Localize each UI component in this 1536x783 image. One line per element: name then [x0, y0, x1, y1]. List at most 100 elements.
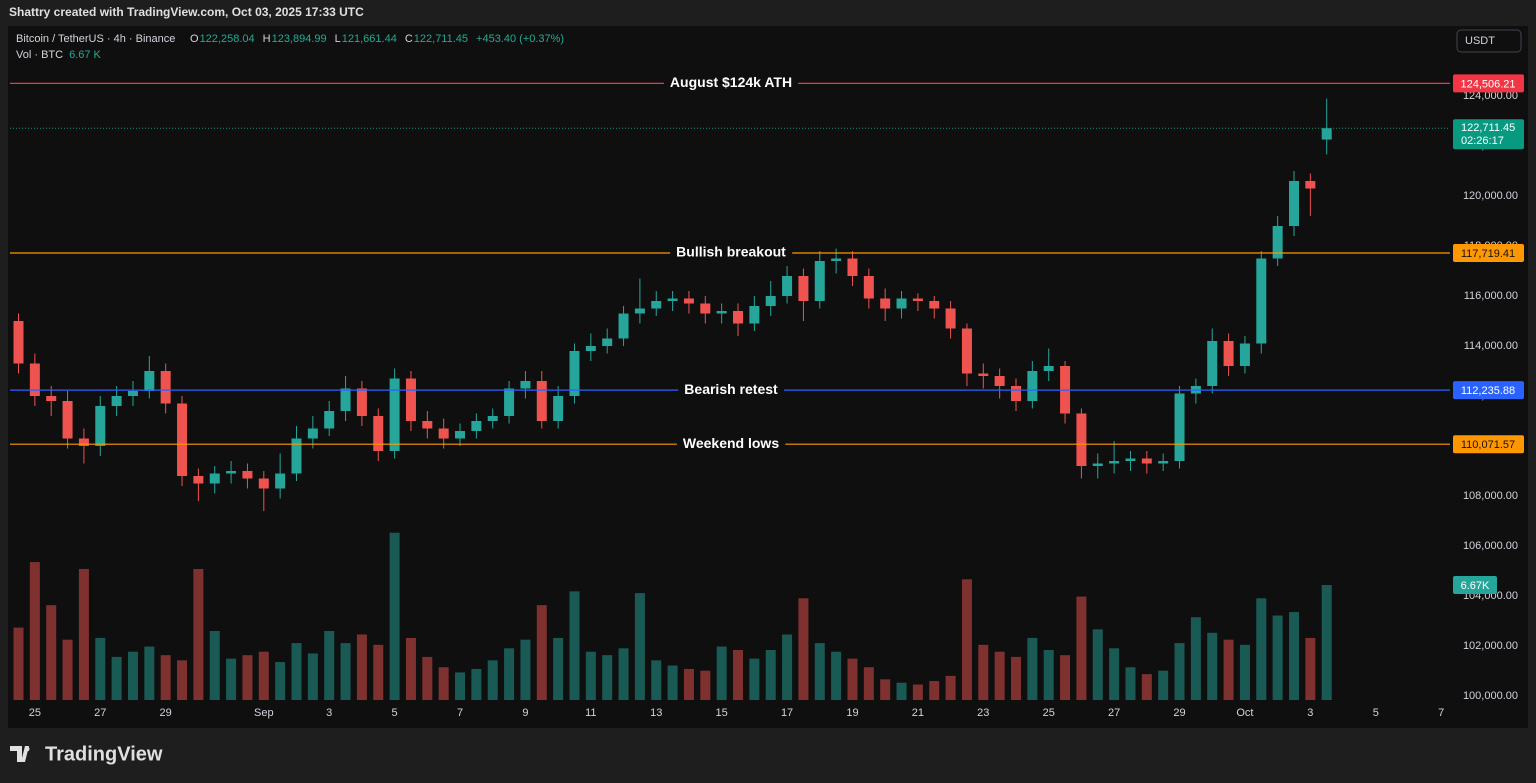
volume-bar [160, 655, 171, 700]
volume-bar [847, 658, 858, 700]
volume-bar [978, 644, 989, 700]
volume-bar [618, 648, 629, 700]
volume-bar [880, 679, 891, 700]
level-label-bg [676, 434, 786, 451]
ohlc-value: 123,894.99 [272, 33, 327, 45]
candle-body [536, 381, 547, 421]
candle-body [553, 396, 564, 421]
candle-body [487, 416, 498, 421]
volume-bar [1141, 674, 1152, 700]
volume-bar [340, 643, 351, 700]
legend-volume: Vol · BTC 6.67 K [16, 49, 102, 61]
ohlc-value: 122,711.45 [414, 33, 468, 45]
y-tick-label: 120,000.00 [1463, 190, 1518, 202]
volume-tag [1453, 576, 1497, 594]
price-tag [1453, 381, 1524, 400]
price-tag-label: 112,235.88 [1461, 385, 1515, 397]
candle-body [160, 371, 171, 404]
volume-bar [536, 605, 547, 700]
volume-bar [765, 650, 776, 700]
volume-value: 6.67 K [69, 49, 101, 61]
x-tick-label: 7 [457, 707, 463, 719]
candle-body [798, 276, 809, 301]
candle-body [226, 471, 237, 474]
candle-body [831, 258, 842, 261]
x-tick-label: 17 [781, 707, 793, 719]
candle-body [912, 298, 923, 301]
level-label: August $124k ATH [670, 74, 792, 90]
candle-body [634, 308, 645, 314]
candle-body [111, 396, 122, 406]
volume-bar [307, 653, 318, 700]
volume-bar [1223, 639, 1234, 700]
legend-symbol: Bitcoin / TetherUS · 4h · Binance [16, 33, 175, 45]
x-tick-label: Sep [254, 707, 274, 719]
candle-body [258, 478, 269, 489]
volume-bar [961, 579, 972, 700]
volume-bar [1321, 585, 1332, 700]
y-tick-label: 106,000.00 [1463, 540, 1518, 552]
candle-body [144, 371, 155, 391]
y-tick-label: 114,000.00 [1464, 340, 1518, 352]
candle-body [749, 306, 760, 324]
x-tick-label: 19 [846, 707, 858, 719]
currency-button[interactable] [1456, 29, 1522, 53]
legend-ohlc: O122,258.04 H123,894.99 L121,661.44 C122,71… [190, 33, 564, 45]
ohlc-value: 122,258.04 [200, 33, 255, 45]
candle-body [782, 276, 793, 296]
ohlc-key: O [190, 33, 199, 45]
x-tick-label: 5 [392, 707, 398, 719]
volume-bar [471, 668, 482, 700]
volume-bar [1288, 612, 1299, 700]
candle-body [13, 321, 24, 364]
volume-bar [46, 605, 57, 700]
candle-body [405, 378, 416, 421]
price-tag [1453, 435, 1524, 454]
ohlc-key: L [335, 33, 341, 45]
candle-body [651, 301, 662, 309]
x-tick-label: 15 [716, 707, 728, 719]
volume-bar [1043, 650, 1054, 700]
candle-body [1043, 366, 1054, 371]
volume-bar [1190, 617, 1201, 700]
volume-bar [994, 651, 1005, 700]
watermark: Shattry created with TradingView.com, Oc… [9, 5, 364, 19]
candle-body [1158, 461, 1169, 464]
ohlc-key: C [405, 33, 413, 45]
logo-icon [10, 746, 29, 762]
x-tick-label: 3 [1307, 707, 1313, 719]
currency-label[interactable]: USDT [1465, 35, 1495, 47]
volume-bar [405, 637, 416, 700]
volume-bar [62, 639, 73, 700]
volume-bar [111, 656, 122, 700]
ohlc-value: 121,661.44 [342, 33, 397, 45]
candle-body [1125, 458, 1136, 461]
volume-bar [831, 651, 842, 700]
candle-body [177, 403, 188, 476]
volume-bar [929, 681, 940, 700]
candle-body [455, 431, 466, 439]
candle-body [307, 428, 318, 439]
change: +453.40 (+0.37%) [476, 33, 564, 45]
x-tick-label: 21 [912, 707, 924, 719]
candle-body [46, 396, 57, 401]
countdown: 02:26:17 [1461, 135, 1504, 147]
volume-bar [814, 643, 825, 700]
x-tick-label: 11 [585, 707, 596, 719]
volume-bar [1272, 615, 1283, 700]
volume-bar [520, 639, 531, 700]
candle-body [847, 258, 858, 276]
candle-body [1011, 386, 1022, 401]
candle-body [1272, 226, 1283, 259]
candle-body [1174, 393, 1185, 461]
volume-bar [569, 591, 580, 700]
x-tick-label: 27 [1108, 707, 1120, 719]
volume-bar [1092, 629, 1103, 700]
volume-tag-label: 6.67K [1461, 580, 1490, 592]
candle-body [569, 351, 580, 396]
volume-bar [438, 667, 449, 700]
candle-body [1256, 258, 1267, 344]
x-tick-label: 29 [160, 707, 172, 719]
current-price-label: 122,711.45 [1461, 122, 1515, 134]
